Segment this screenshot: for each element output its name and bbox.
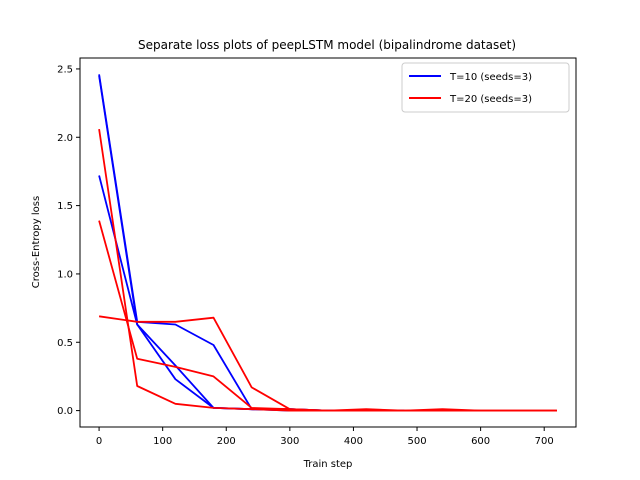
y-tick-label: 1.5: [57, 201, 73, 212]
x-tick-label: 300: [280, 436, 299, 447]
legend: T=10 (seeds=3) T=20 (seeds=3): [401, 62, 570, 113]
legend-label-t10: T=10 (seeds=3): [449, 72, 532, 83]
x-tick-label: 100: [153, 436, 172, 447]
x-tick-label: 400: [344, 436, 363, 447]
x-ticks: 0 100 200 300 400 500 600 700: [96, 427, 554, 447]
series-line-t20-6: [98, 315, 557, 412]
y-tick-label: 2.5: [57, 64, 73, 75]
y-axis-label: Cross-Entropy loss: [31, 196, 42, 288]
y-tick-label: 0.0: [57, 406, 73, 417]
legend-label-t20: T=20 (seeds=3): [449, 94, 532, 105]
legend-box: [401, 62, 570, 113]
x-axis-label: Train step: [303, 459, 353, 470]
x-tick-label: 200: [217, 436, 236, 447]
chart-title: Separate loss plots of peepLSTM model (b…: [138, 38, 516, 52]
x-tick-label: 600: [471, 436, 490, 447]
y-ticks: 0.0 0.5 1.0 1.5 2.0 2.5: [57, 64, 80, 417]
y-tick-label: 0.5: [57, 338, 73, 349]
x-tick-label: 0: [96, 436, 102, 447]
series-layer: [98, 74, 557, 412]
plot-area: [80, 58, 576, 427]
y-tick-label: 2.0: [57, 133, 73, 144]
x-tick-label: 700: [535, 436, 554, 447]
y-tick-label: 1.0: [57, 269, 73, 280]
plot-frame: [79, 57, 577, 428]
x-tick-label: 500: [407, 436, 426, 447]
